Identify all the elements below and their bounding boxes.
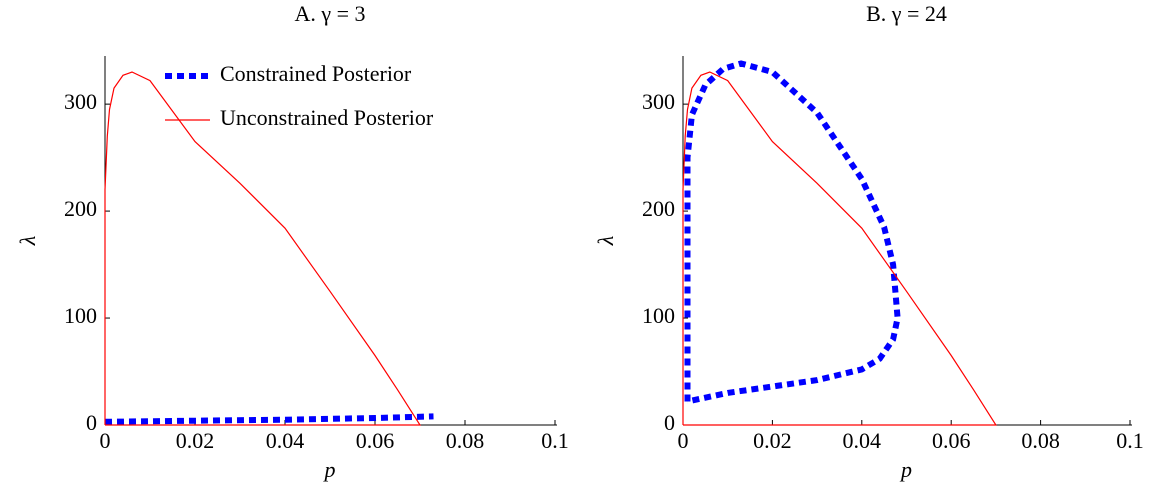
y-tick-label: 200 bbox=[64, 196, 97, 221]
x-tick-label: 0.04 bbox=[266, 428, 305, 453]
x-tick-label: 0.02 bbox=[176, 428, 215, 453]
y-tick-label: 0 bbox=[664, 410, 675, 435]
x-tick-label: 0.08 bbox=[1021, 428, 1060, 453]
y-axis-label: λ bbox=[593, 236, 618, 247]
y-tick-label: 100 bbox=[642, 303, 675, 328]
y-axis-label: λ bbox=[15, 236, 40, 247]
series-line bbox=[104, 413, 434, 425]
legend-label: Constrained Posterior bbox=[220, 61, 412, 86]
chart-title: A. γ = 3 bbox=[294, 1, 365, 26]
x-axis-label: p bbox=[323, 457, 336, 482]
y-tick-label: 300 bbox=[642, 89, 675, 114]
x-tick-label: 0 bbox=[100, 428, 111, 453]
x-tick-label: 0 bbox=[678, 428, 689, 453]
x-tick-label: 0.06 bbox=[932, 428, 971, 453]
x-axis-label: p bbox=[899, 457, 912, 482]
x-tick-label: 0.06 bbox=[356, 428, 395, 453]
x-tick-label: 0.04 bbox=[843, 428, 882, 453]
series-line bbox=[104, 71, 422, 426]
x-tick-label: 0.08 bbox=[446, 428, 485, 453]
x-tick-label: 0.02 bbox=[753, 428, 792, 453]
y-tick-label: 100 bbox=[64, 303, 97, 328]
series-line bbox=[682, 71, 997, 426]
x-tick-label: 0.1 bbox=[541, 428, 569, 453]
x-tick-label: 0.1 bbox=[1116, 428, 1144, 453]
y-tick-label: 200 bbox=[642, 196, 675, 221]
y-tick-label: 0 bbox=[86, 410, 97, 435]
y-tick-label: 300 bbox=[64, 89, 97, 114]
series-line bbox=[684, 60, 901, 405]
legend-label: Unconstrained Posterior bbox=[220, 105, 434, 130]
chart-title: B. γ = 24 bbox=[866, 1, 947, 26]
